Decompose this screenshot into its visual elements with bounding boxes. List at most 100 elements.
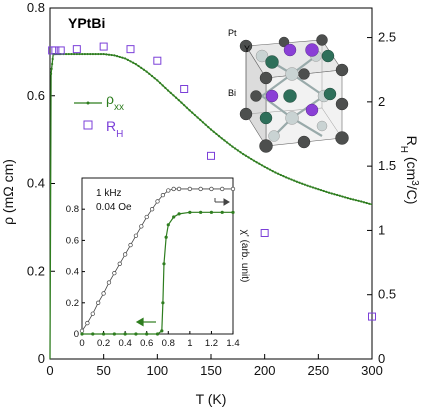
inset-y-tick-label: 0.6 [66, 235, 79, 246]
inset-series-rho-point [80, 332, 84, 336]
series-rho-point [110, 53, 113, 57]
series-rho-point [231, 145, 234, 148]
atom-label-pt: Pt [228, 28, 237, 38]
inset-series-chi-point [139, 224, 144, 229]
series-rho-point [362, 201, 366, 204]
inset-series-rho-point [160, 329, 164, 333]
x-tick-label: 0 [46, 363, 53, 378]
inset-series-chi-point [128, 242, 133, 248]
inset-x-tick-label: 0.4 [119, 338, 132, 349]
series-rho-point [118, 55, 121, 59]
series-rho-point [177, 99, 180, 102]
series-rho-point [121, 56, 124, 59]
series-rho-point [102, 52, 105, 56]
series-rho-point [134, 63, 137, 66]
series-rho-point [226, 141, 229, 144]
inset-series-rho-point [172, 215, 176, 219]
series-rho-point [250, 157, 253, 161]
inset-series-rho-point [101, 332, 106, 336]
inset-series-chi-point [176, 186, 182, 192]
series-rho-point [209, 128, 213, 131]
series-rho-point [50, 67, 53, 70]
x-axis-label: T (K) [196, 391, 227, 407]
series-rho-point [86, 52, 89, 56]
series-rho-point [183, 104, 186, 107]
series-rho-point [330, 192, 333, 195]
series-rho-point [199, 118, 202, 121]
inset-series-chi-point [133, 233, 139, 238]
series-rho-point [268, 168, 272, 171]
y-tick-label: 0.6 [27, 88, 45, 103]
series-rho-point [172, 94, 175, 97]
series-rho-point [338, 194, 341, 197]
y2-tick-label: 2.5 [378, 30, 396, 45]
inset-series-rho-point [166, 223, 170, 227]
inset-series-rho-point [91, 332, 95, 336]
series-rho-point [148, 72, 151, 75]
series-rho-point [132, 61, 135, 64]
series-rho-point [137, 64, 140, 68]
y2-tick-label: 2 [378, 94, 385, 109]
inset-x-tick-label: 0 [79, 338, 84, 349]
inset-series-chi-point [101, 291, 106, 296]
series-rho-point [333, 193, 336, 196]
series-rho-point [212, 130, 215, 133]
series-rho-point [327, 191, 331, 194]
inset-series-chi-point [230, 186, 236, 192]
series-rho-point [349, 197, 352, 200]
x-tick-label: 50 [96, 363, 110, 378]
inset-series-chi-point [155, 199, 160, 204]
series-rho-point [65, 52, 68, 56]
inset-series-chi-point [220, 186, 225, 192]
y-tick-label: 0.2 [27, 263, 45, 278]
inset-series-chi-point [112, 271, 117, 276]
series-rho-point [145, 70, 148, 73]
series-rho-point [242, 153, 245, 156]
series-rho-point [276, 172, 280, 175]
atom-label-bi: Bi [228, 88, 236, 98]
legend-rh-marker [83, 120, 93, 130]
series-rho-point [322, 189, 325, 193]
legend-rh-label: RH [106, 118, 123, 140]
series-rho-point [124, 57, 127, 60]
series-rho-point [239, 151, 242, 154]
series-rho-point [285, 176, 288, 179]
series-rho-point [73, 52, 76, 56]
series-rho-point [161, 84, 164, 87]
series-rho-point [193, 113, 196, 117]
series-rho-point [105, 53, 108, 56]
series-rho-point [175, 96, 178, 99]
x-tick-label: 200 [254, 363, 276, 378]
series-rho-point [341, 195, 344, 198]
inset-series-chi-point [79, 328, 85, 334]
inset-x-tick-label: 1.4 [226, 338, 239, 349]
inset-series-chi-point [187, 186, 193, 192]
series-rh-point [72, 45, 81, 54]
inset-x-tick-label: 0.8 [162, 338, 175, 349]
series-rho-point [51, 57, 54, 61]
series-rh-point [56, 46, 65, 55]
series-rho-point [156, 79, 159, 82]
x-tick-label: 250 [307, 363, 329, 378]
inset-series-rho-point [155, 332, 160, 336]
inset-series-rho-point [161, 301, 165, 305]
series-rho-point [263, 165, 266, 168]
series-rho-point [166, 89, 170, 92]
series-rho-point [295, 180, 298, 183]
series-rho-point [352, 198, 355, 201]
series-rho-point [70, 52, 73, 56]
series-rho-point [365, 201, 368, 205]
inset-series-chi-point [85, 320, 90, 326]
series-rho-point [142, 68, 146, 71]
inset-series-rho-point [134, 332, 138, 336]
inset-series-rho-point [199, 210, 203, 214]
series-rho-point [279, 173, 282, 177]
inset-note-field: 0.04 Oe [96, 202, 132, 213]
inset-x-tick-label: 0.6 [140, 338, 153, 349]
inset-note-frequency: 1 kHz [96, 188, 122, 199]
inset-frame [81, 177, 234, 335]
series-rho-point [223, 139, 226, 142]
series-rho-point [169, 91, 172, 94]
inset-series-chi-point [209, 186, 214, 192]
